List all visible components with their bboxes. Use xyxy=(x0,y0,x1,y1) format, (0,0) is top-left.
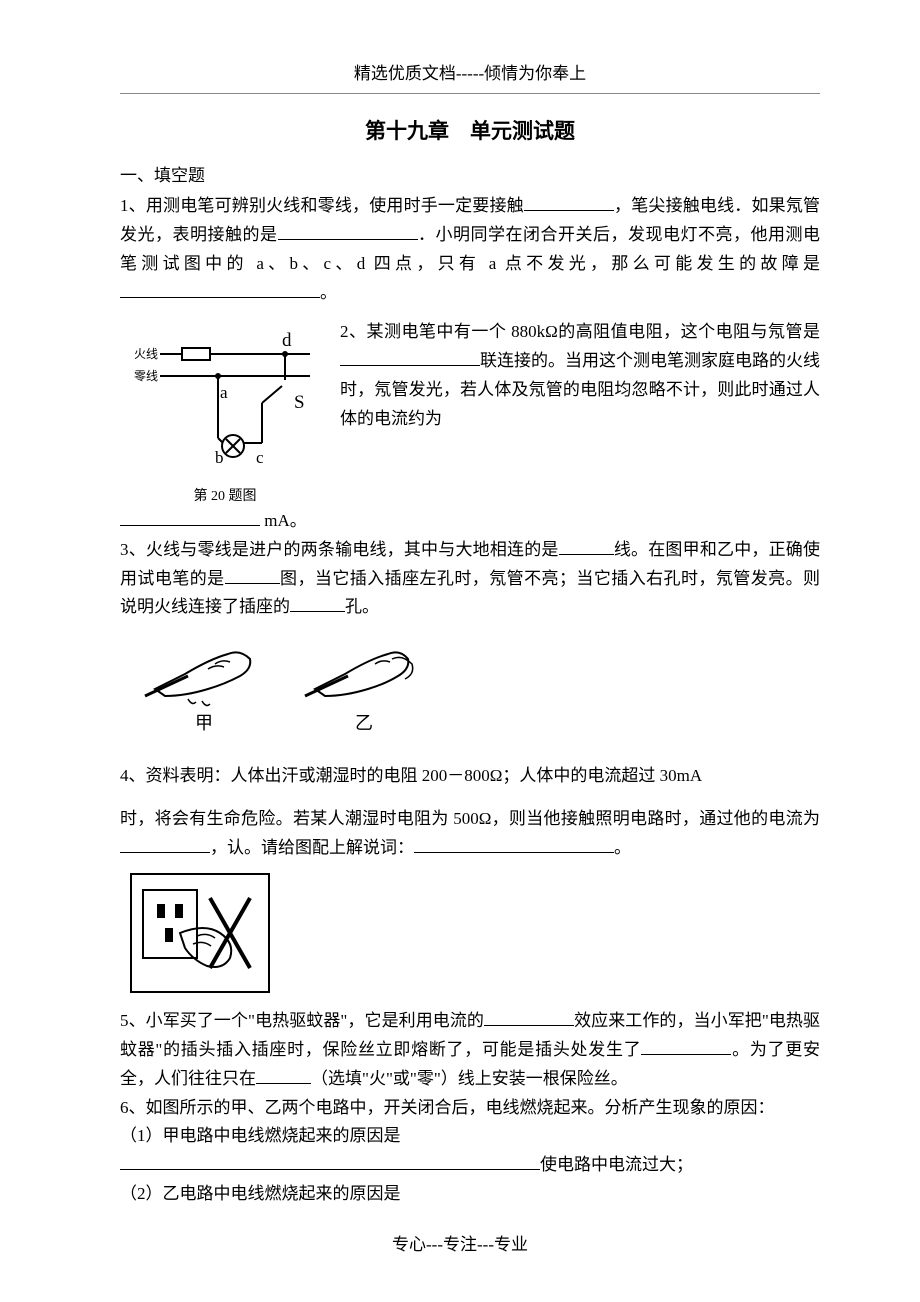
blank xyxy=(120,509,260,526)
question-2-text: 2、某测电笔中有一个 880kΩ的高阻值电阻，这个电阻与氖管是联连接的。当用这个… xyxy=(340,318,820,434)
q4-text-b: ，认。请给图配上解说词： xyxy=(210,838,414,857)
blank xyxy=(524,194,614,211)
blank xyxy=(290,595,345,612)
question-5: 5、小军买了一个"电热驱蚊器"，它是利用电流的效应来工作的，当小军把"电热驱蚊器… xyxy=(120,1007,820,1094)
question-6-p3: （2）乙电路中电线燃烧起来的原因是 xyxy=(120,1180,820,1209)
question-3: 3、火线与零线是进户的两条输电线，其中与大地相连的是线。在图甲和乙中，正确使用试… xyxy=(120,536,820,623)
circuit-caption: 第 20 题图 xyxy=(120,485,330,509)
label-b: b xyxy=(215,448,224,467)
blank xyxy=(340,349,480,366)
label-s: S xyxy=(294,392,305,413)
q2-text-a: 2、某测电笔中有一个 880kΩ的高阻值电阻，这个电阻与氖管是 xyxy=(340,322,820,341)
q1-text-a: 1、用测电笔可辨别火线和零线，使用时手一定要接触 xyxy=(120,196,524,215)
q5-text-a: 5、小军买了一个"电热驱蚊器"，它是利用电流的 xyxy=(120,1011,484,1030)
blank xyxy=(278,223,418,240)
question-2-row: 火线 零线 a b c d S 第 20 题图 2、某测电笔中有一个 880kΩ… xyxy=(120,318,820,509)
question-4-p1: 4、资料表明：人体出汗或潮湿时的电阻 200－800Ω；人体中的电流超过 30m… xyxy=(120,762,820,791)
hand-svg: 甲 乙 xyxy=(140,634,430,734)
q3-text-a: 3、火线与零线是进户的两条输电线，其中与大地相连的是 xyxy=(120,540,559,559)
q5-text-d: （选填"火"或"零"）线上安装一根保险丝。 xyxy=(311,1069,628,1088)
q1-text-d: 。 xyxy=(320,283,337,302)
question-1: 1、用测电笔可辨别火线和零线，使用时手一定要接触，笔尖接触电线．如果氖管发光，表… xyxy=(120,192,820,308)
label-jia: 甲 xyxy=(195,713,213,733)
hand-jia: 甲 xyxy=(145,653,250,734)
socket-svg xyxy=(135,878,265,988)
blank xyxy=(120,836,210,853)
question-6-p1: 6、如图所示的甲、乙两个电路中，开关闭合后，电线燃烧起来。分析产生现象的原因： xyxy=(120,1094,820,1123)
section-1-heading: 一、填空题 xyxy=(120,162,820,191)
circuit-svg: 火线 零线 a b c d S xyxy=(120,318,330,473)
blank xyxy=(484,1009,574,1026)
label-yi: 乙 xyxy=(355,713,373,733)
q4-text-a: 时，将会有生命危险。若某人潮湿时电阻为 500Ω，则当他接触照明电路时，通过他的… xyxy=(120,809,820,828)
q2-tail-unit: mA。 xyxy=(260,511,307,530)
blank xyxy=(120,1153,540,1170)
question-6-p2: （1）甲电路中电线燃烧起来的原因是 xyxy=(120,1122,820,1151)
blank xyxy=(120,281,320,298)
hand-yi: 乙 xyxy=(305,653,413,734)
question-6-p2-blank: 使电路中电流过大； xyxy=(120,1151,820,1180)
blank xyxy=(559,538,614,555)
hand-figure: 甲 乙 xyxy=(140,634,820,744)
label-a: a xyxy=(220,383,228,402)
zero-line-label: 零线 xyxy=(134,369,158,383)
blank xyxy=(256,1067,311,1084)
q3-text-d: 孔。 xyxy=(345,597,379,616)
blank xyxy=(225,567,280,584)
label-c: c xyxy=(256,448,264,467)
circuit-figure: 火线 零线 a b c d S 第 20 题图 xyxy=(120,318,330,509)
page-footer: 专心---专注---专业 xyxy=(0,1231,920,1260)
blank xyxy=(641,1038,731,1055)
label-d: d xyxy=(282,330,292,351)
socket-figure xyxy=(130,873,270,993)
page-header: 精选优质文档-----倾情为你奉上 xyxy=(120,60,820,94)
question-2-tail: mA。 xyxy=(120,507,820,536)
q4-text-c: 。 xyxy=(614,838,631,857)
chapter-title: 第十九章 单元测试题 xyxy=(120,114,820,150)
question-4-p2: 时，将会有生命危险。若某人潮湿时电阻为 500Ω，则当他接触照明电路时，通过他的… xyxy=(120,805,820,863)
fire-line-label: 火线 xyxy=(134,347,158,361)
blank xyxy=(414,836,614,853)
q6-p2-tail: 使电路中电流过大； xyxy=(540,1155,693,1174)
